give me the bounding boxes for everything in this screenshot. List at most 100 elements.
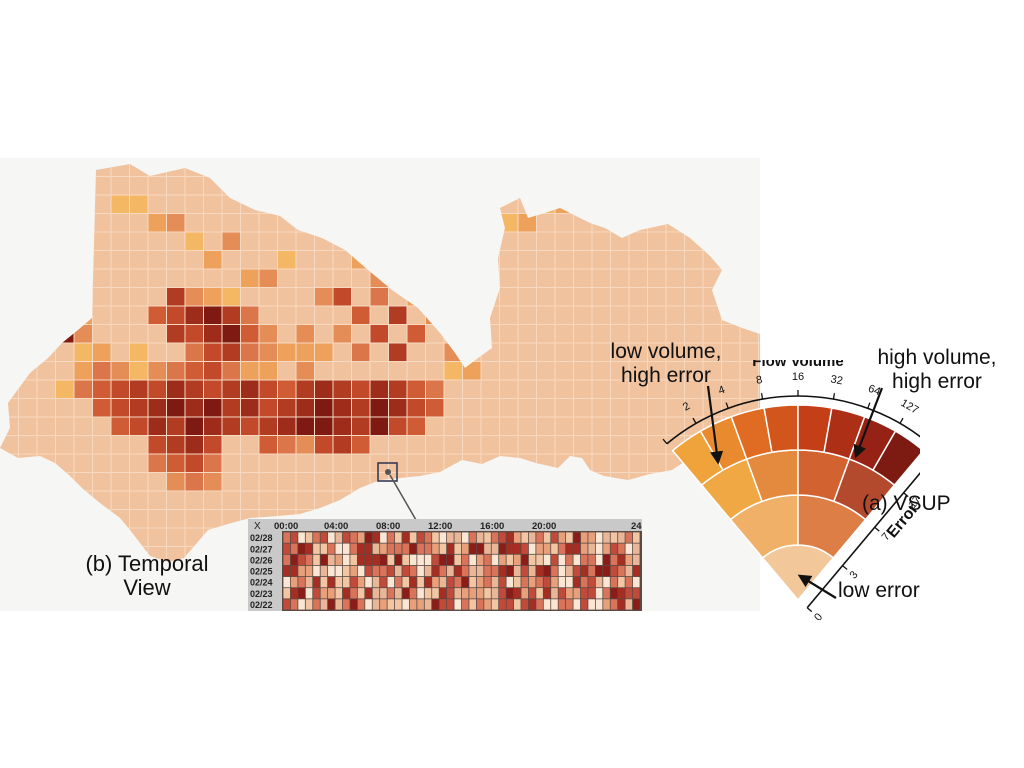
- temporal-cell: [372, 565, 380, 577]
- temporal-cell: [476, 576, 484, 588]
- map-cell: [130, 399, 148, 417]
- temporal-cell: [380, 565, 387, 577]
- map-cell: [444, 362, 462, 380]
- map-cell: [333, 399, 351, 417]
- map-cell: [148, 214, 166, 232]
- map-cell: [222, 306, 240, 324]
- temporal-cell: [328, 532, 335, 543]
- temporal-cell: [558, 532, 566, 543]
- vsup-label: (a) VSUP: [862, 492, 951, 515]
- temporal-cell: [528, 554, 536, 566]
- map-cell: [389, 306, 407, 324]
- map-cell: [426, 306, 444, 324]
- temporal-cell: [387, 588, 395, 599]
- temporal-cell: [454, 543, 462, 554]
- temporal-cell: [313, 543, 320, 554]
- temporal-cell: [335, 599, 343, 610]
- temporal-cell: [595, 588, 603, 599]
- map-cell: [296, 325, 314, 343]
- map-cell: [74, 343, 92, 361]
- map-cell: [389, 417, 407, 435]
- temporal-cell: [305, 588, 313, 599]
- temporal-cell: [573, 599, 581, 610]
- map-cell: [315, 288, 333, 306]
- map-cell: [167, 380, 185, 398]
- temporal-cell: [402, 532, 410, 543]
- temporal-cell: [625, 532, 633, 543]
- volume-tick: [867, 402, 871, 409]
- temporal-cell: [380, 532, 387, 543]
- temporal-cell: [625, 588, 633, 599]
- volume-tick: [692, 417, 697, 424]
- temporal-cell: [491, 588, 499, 599]
- temporal-cell: [566, 588, 573, 599]
- map-cell: [130, 380, 148, 398]
- map-cell: [222, 343, 240, 361]
- map-cell: [111, 362, 129, 380]
- map-cell: [444, 343, 462, 361]
- temporal-cell: [588, 576, 595, 588]
- time-tick-label: 00:00: [274, 521, 298, 532]
- temporal-cell: [469, 532, 476, 543]
- temporal-cell: [409, 576, 417, 588]
- map-cell: [259, 362, 277, 380]
- temporal-cell: [283, 576, 291, 588]
- time-axis-bar: [248, 519, 642, 531]
- temporal-cell: [603, 565, 610, 577]
- temporal-cell: [551, 554, 558, 566]
- temporal-cell: [432, 543, 439, 554]
- temporal-cell: [424, 532, 432, 543]
- temporal-cell: [543, 576, 551, 588]
- map-cell: [278, 251, 296, 269]
- temporal-cell: [521, 532, 529, 543]
- map-cell: [222, 380, 240, 398]
- temporal-cell: [424, 599, 432, 610]
- temporal-cell: [439, 576, 447, 588]
- temporal-heatmap: X 00:00 04:00 08:00 12:00 16:00 20:00 2402/2802…: [248, 519, 642, 611]
- temporal-cell: [313, 532, 320, 543]
- map-cell: [167, 288, 185, 306]
- temporal-cell: [380, 554, 387, 566]
- map-cell: [204, 343, 222, 361]
- map-cell: [167, 473, 185, 491]
- temporal-cell: [595, 576, 603, 588]
- map-cell: [370, 288, 388, 306]
- temporal-cell: [380, 599, 387, 610]
- temporal-cell: [372, 599, 380, 610]
- temporal-cell: [335, 543, 343, 554]
- map-cell: [185, 399, 203, 417]
- temporal-cell: [588, 554, 595, 566]
- temporal-cell: [357, 565, 365, 577]
- temporal-cell: [521, 588, 529, 599]
- temporal-cell: [469, 543, 476, 554]
- date-tick-label: 02/24: [250, 578, 273, 588]
- temporal-cell: [305, 532, 313, 543]
- temporal-cell: [469, 565, 476, 577]
- temporal-cell: [394, 576, 402, 588]
- temporal-cell: [536, 576, 543, 588]
- volume-tick: [760, 393, 764, 400]
- volume-tick: [899, 417, 904, 424]
- temporal-cell: [476, 554, 484, 566]
- temporal-cell: [632, 532, 640, 543]
- map-cell: [333, 325, 351, 343]
- map-cell: [185, 362, 203, 380]
- map-cell: [296, 436, 314, 454]
- temporal-cell: [328, 576, 335, 588]
- temporal-cell: [365, 588, 372, 599]
- temporal-connector-line: [389, 474, 417, 521]
- temporal-cell: [588, 543, 595, 554]
- map-cell: [204, 380, 222, 398]
- temporal-cell: [417, 554, 424, 566]
- low-volume-arrow: [706, 385, 724, 465]
- temporal-cell: [283, 543, 291, 554]
- temporal-cell: [461, 532, 469, 543]
- temporal-cell: [298, 576, 305, 588]
- temporal-cell: [357, 532, 365, 543]
- temporal-cell: [536, 554, 543, 566]
- temporal-cell: [476, 599, 484, 610]
- temporal-cell: [461, 576, 469, 588]
- map-cell: [426, 380, 444, 398]
- temporal-cell: [320, 532, 328, 543]
